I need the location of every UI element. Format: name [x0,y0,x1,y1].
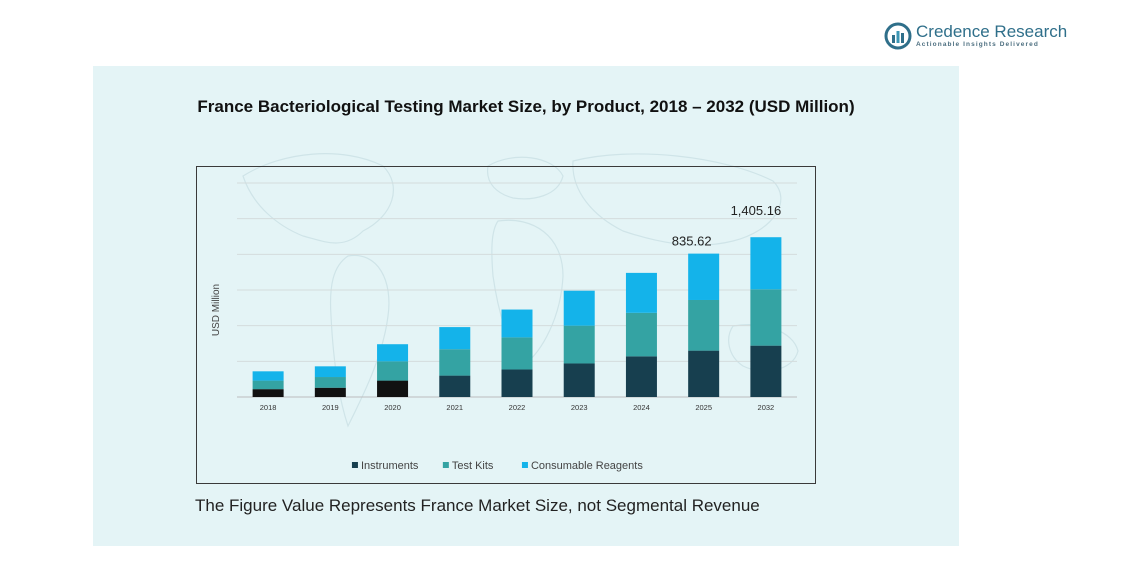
bar-2024-instruments [625,356,657,397]
x-tick-label: 2032 [758,403,775,412]
bar-2022-consumable-reagents [501,309,533,338]
bar-2032-instruments [750,345,782,397]
legend-label: Instruments [361,460,419,472]
brand-logo: Credence Research Actionable Insights De… [884,22,1074,52]
x-tick-label: 2025 [695,403,712,412]
bar-2020-test-kits [377,361,409,381]
world-map-watermark [242,153,799,428]
x-tick-label: 2023 [571,403,588,412]
chart-title: France Bacteriological Testing Market Si… [197,97,855,116]
legend-swatch-consumable-reagents [521,462,528,468]
bar-2022-test-kits [501,337,533,370]
bar-2025-test-kits [688,299,720,351]
legend-swatch-instruments [351,462,358,468]
bar-2020-consumable-reagents [377,344,409,362]
bar-2021-consumable-reagents [439,327,471,350]
bar-2021-test-kits [439,349,471,376]
bar-2018-instruments [252,389,284,397]
x-tick-label: 2020 [384,403,401,412]
brand-tagline: Actionable Insights Delivered [916,41,1039,48]
chart-panel: France Bacteriological Testing Market Si… [93,66,959,546]
plot-frame: USD Million 2018 2019 2020 2021 2022 2023 2024 2… [196,166,816,484]
legend-swatch-test-kits [442,462,449,468]
bar-2024-test-kits [625,312,657,357]
bar-2023-consumable-reagents [563,290,595,326]
footnote: The Figure Value Represents France Marke… [195,496,760,515]
y-axis-label: USD Million [211,284,222,336]
brand-name: Credence Research [916,22,1068,41]
bar-2024-consumable-reagents [625,272,657,313]
legend-label: Test Kits [452,460,494,472]
bar-2032-test-kits [750,289,782,346]
bar-2018-consumable-reagents [252,371,284,381]
bar-2022-instruments [501,369,533,397]
legend-label: Consumable Reagents [531,460,643,472]
credence-logo-icon [884,22,912,50]
x-tick-label: 2021 [446,403,463,412]
x-tick-label: 2024 [633,403,650,412]
bar-2018-test-kits [252,380,284,390]
bar-2019-instruments [314,387,346,397]
data-label: 1,405.16 [731,203,782,218]
x-tick-label: 2019 [322,403,339,412]
x-tick-label: 2018 [260,403,277,412]
data-label: 835.62 [672,234,712,249]
bar-2025-consumable-reagents [688,253,720,300]
bar-2021-instruments [439,375,471,397]
bar-2019-test-kits [314,377,346,388]
bar-2023-test-kits [563,325,595,364]
bar-2019-consumable-reagents [314,366,346,378]
x-tick-label: 2022 [509,403,526,412]
bar-chart: USD Million 2018 2019 2020 2021 2022 2023 2024 2… [211,182,797,472]
bar-2032-consumable-reagents [750,237,782,290]
bar-2020-instruments [377,380,409,397]
bar-2025-instruments [688,350,720,397]
bar-2023-instruments [563,363,595,397]
